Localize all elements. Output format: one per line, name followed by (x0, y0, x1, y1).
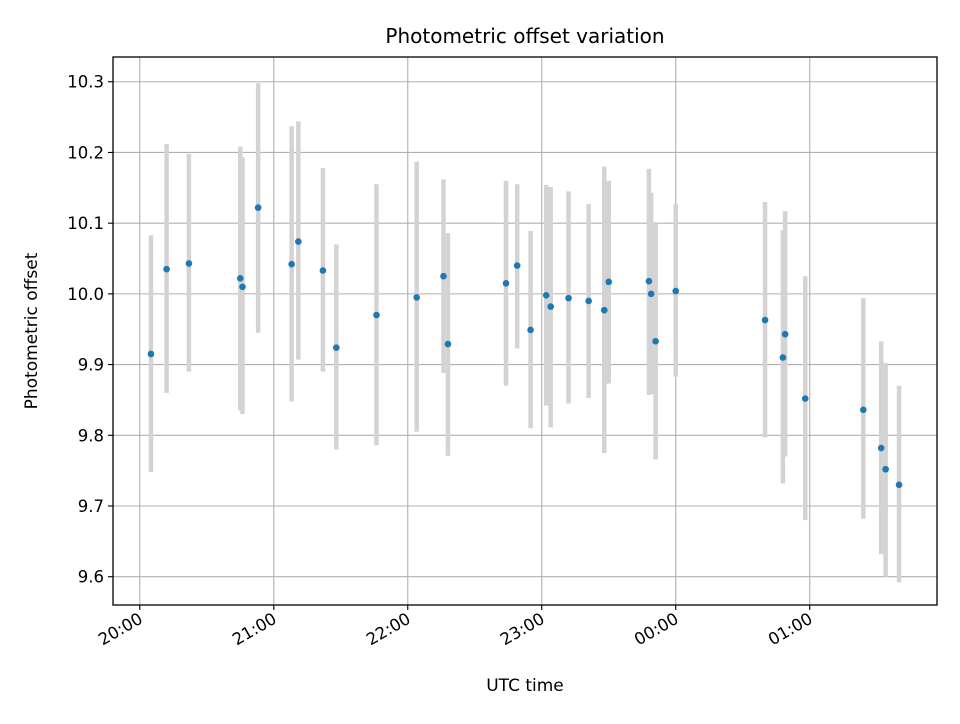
data-point (373, 311, 380, 319)
data-point (547, 303, 554, 310)
y-tick-label: 10.3 (67, 73, 104, 92)
data-point (542, 291, 550, 299)
y-tick-label: 9.6 (78, 568, 104, 587)
y-tick-label: 10.0 (67, 285, 104, 304)
data-point (761, 316, 769, 324)
data-point (801, 395, 809, 402)
chart-title: Photometric offset variation (385, 24, 664, 48)
plot-frame (112, 56, 938, 606)
data-point (647, 290, 655, 298)
data-point (295, 238, 302, 245)
data-point (781, 330, 789, 338)
data-point (565, 294, 572, 302)
data-point (860, 406, 867, 414)
data-point (147, 350, 155, 358)
data-point (600, 306, 608, 314)
data-point (652, 337, 659, 345)
data-point (882, 465, 889, 473)
data-point (254, 204, 262, 211)
data-point (333, 344, 340, 351)
data-point (895, 481, 903, 489)
data-point (440, 272, 447, 280)
y-tick-label: 10.2 (67, 143, 104, 162)
y-tick-label: 9.8 (78, 426, 104, 445)
y-axis-ticks: 9.6 9.7 9.8 9.9 10.0 10.1 10.2 10.3 (67, 73, 113, 587)
data-points (147, 204, 903, 489)
data-point (585, 297, 592, 305)
data-point (672, 287, 680, 295)
data-point (513, 262, 521, 269)
data-point (185, 260, 193, 267)
data-point (877, 444, 885, 452)
data-point (779, 354, 787, 361)
data-point (502, 279, 510, 287)
y-axis-label: Photometric offset (22, 252, 42, 409)
data-point (413, 294, 420, 301)
data-point (527, 326, 534, 334)
data-point (605, 278, 613, 286)
data-point (163, 265, 170, 273)
data-point (236, 275, 244, 282)
y-tick-label: 9.7 (78, 497, 104, 516)
x-axis-label: UTC time (486, 676, 564, 696)
data-point (645, 277, 653, 285)
data-point (288, 260, 295, 268)
y-tick-label: 10.1 (67, 214, 104, 233)
data-point (444, 340, 452, 348)
data-point (319, 267, 327, 274)
data-point (239, 283, 246, 291)
y-tick-label: 9.9 (78, 356, 104, 375)
